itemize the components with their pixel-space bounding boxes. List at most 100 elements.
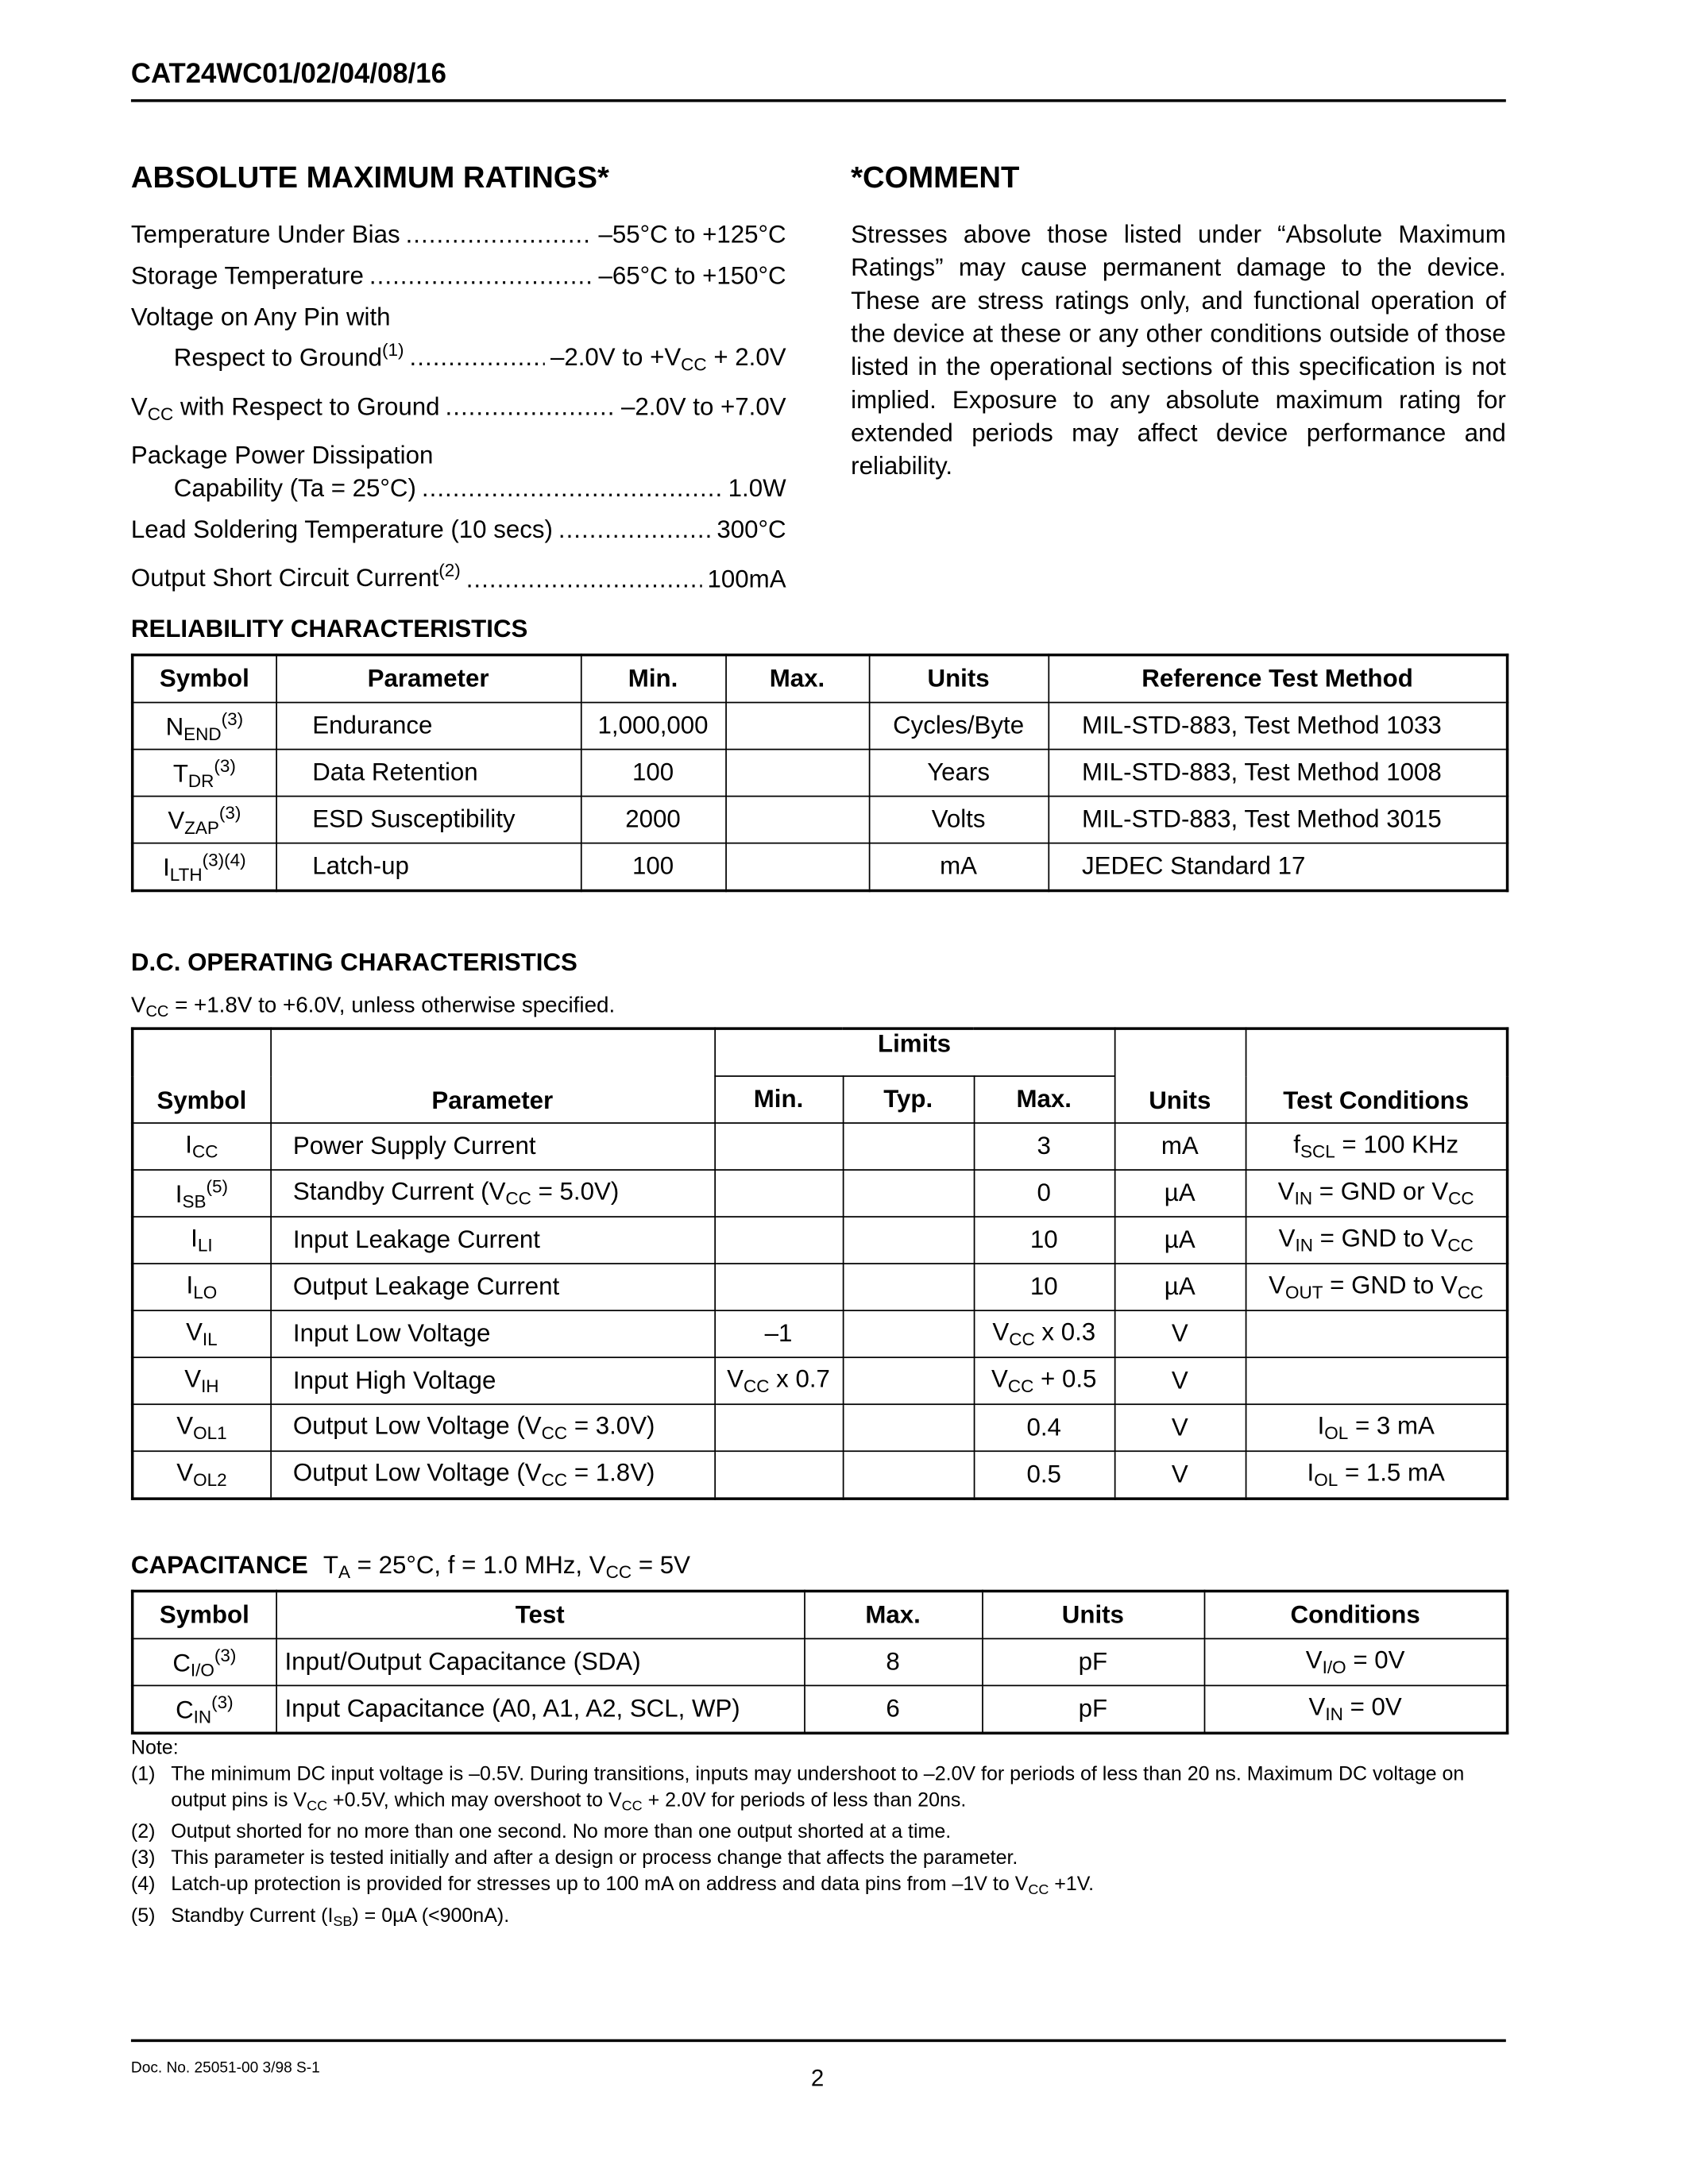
subscript: CC (1457, 1282, 1484, 1303)
header-rule (130, 98, 1506, 102)
text-segment: 8 (886, 1647, 900, 1676)
column-header: Test Conditions (1244, 1028, 1508, 1124)
rating-value: 100mA (708, 561, 786, 595)
table-cell: VIN = GND or VCC (1244, 1169, 1508, 1217)
dot-leader (466, 561, 702, 595)
table-cell (841, 1403, 975, 1453)
table-row: NEND(3) Endurance 1,000,000 Cycles/Byte MIL-… (131, 701, 1508, 751)
text-segment: T (172, 759, 188, 787)
rating-label: Output Short Circuit Current(2) (131, 555, 461, 596)
text-segment: V (1171, 1366, 1188, 1395)
table-cell: pF (981, 1638, 1205, 1687)
table-cell: VIH (131, 1356, 272, 1406)
subscript: I/O (190, 1659, 214, 1680)
rating-item: Temperature Under Bias –55°C to +125°C (131, 218, 786, 251)
text-segment: Storage Temperature (130, 261, 364, 290)
table-cell: VIN = 0V (1203, 1684, 1508, 1734)
table-cell: 0.4 (972, 1403, 1115, 1453)
subscript: LI (197, 1235, 213, 1256)
table-cell: VOL1 (131, 1403, 272, 1453)
text-segment: MIL-STD-883, Test Method 1033 (1081, 711, 1442, 739)
text-segment: JEDEC Standard 17 (1081, 851, 1306, 880)
table-cell (724, 842, 870, 892)
subscript: LO (193, 1282, 218, 1303)
subscript: IN (1295, 1235, 1313, 1256)
table-cell: V (1113, 1403, 1246, 1453)
text-segment: V (168, 806, 185, 834)
column-header: Min. (713, 1075, 844, 1124)
column-header: Max. (803, 1590, 983, 1640)
text-segment: pF (1078, 1647, 1108, 1676)
text-segment: µA (1164, 1225, 1196, 1254)
text-segment: = 100 KHz (1335, 1130, 1459, 1159)
table-cell: Power Supply Current (269, 1122, 716, 1171)
dot-leader (369, 259, 593, 292)
notes: Note: (1) The minimum DC input voltage is… (131, 1736, 1510, 1935)
subscript: CC (145, 1004, 169, 1021)
text-segment: I (186, 1271, 194, 1299)
table-cell: 3 (972, 1122, 1115, 1171)
note-text: The minimum DC input voltage is –0.5V. D… (171, 1762, 1510, 1820)
text-segment: + 0.5 (1033, 1365, 1097, 1393)
note-text: This parameter is tested initially and a… (171, 1846, 1510, 1872)
text-segment: Latch-up protection is provided for stre… (171, 1873, 1029, 1896)
table-cell: Input Low Voltage (269, 1310, 716, 1359)
table-row: ICC Power Supply Current 3 mA fSCL = 100 KHz (131, 1122, 1508, 1171)
reliability-table: Symbol Parameter Min. Max. Units Reference Te… (130, 653, 1509, 893)
text-segment: 1.0W (728, 474, 786, 503)
table-cell: 100 (580, 748, 727, 797)
superscript: (3)(4) (202, 848, 246, 870)
table-cell: Cycles/Byte (867, 701, 1049, 751)
rating-label: Package Power Dissipation (130, 442, 434, 469)
table-row: TDR(3) Data Retention 100 Years MIL-STD-883,… (131, 748, 1508, 797)
subscript: CC (541, 1469, 568, 1491)
table-row: VIH Input High Voltage VCC x 0.7 VCC + 0.5 V (131, 1356, 1508, 1406)
text-segment: V (1305, 1646, 1323, 1674)
note-text: Output shorted for no more than one seco… (171, 1819, 1510, 1846)
rating-row: Lead Soldering Temperature (10 secs) 300°… (131, 513, 786, 546)
text-segment: 0.4 (1026, 1413, 1061, 1441)
table-cell: Output Low Voltage (VCC = 1.8V) (269, 1450, 716, 1499)
column-header: Conditions (1203, 1590, 1508, 1640)
text-segment: T (323, 1551, 338, 1579)
document-title: CAT24WC01/02/04/08/16 (130, 59, 446, 90)
subscript: CC (147, 403, 174, 424)
text-segment: with Respect to Ground (173, 392, 440, 421)
section-heading: ABSOLUTE MAXIMUM RATINGS* (130, 160, 609, 195)
text-segment: Lead Soldering Temperature (10 secs) (130, 515, 553, 544)
superscript: (1) (382, 339, 404, 361)
text-segment: Output shorted for no more than one seco… (171, 1821, 952, 1843)
note-number: (4) (130, 1873, 156, 1896)
superscript: (3) (218, 801, 241, 823)
rating-value: –55°C to +125°C (598, 218, 786, 251)
subscript: CC (1009, 1329, 1035, 1350)
text-segment: V (1278, 1224, 1296, 1252)
text-segment: Input Leakage Current (292, 1225, 540, 1254)
table-cell: 8 (803, 1638, 983, 1687)
table-cell: Output Low Voltage (VCC = 3.0V) (269, 1403, 716, 1453)
text-segment: I (191, 1224, 198, 1252)
table-cell: µA (1113, 1169, 1246, 1217)
note-number: (3) (130, 1847, 156, 1870)
text-segment: = 5V (632, 1551, 690, 1579)
column-header: Symbol (131, 1590, 277, 1640)
text-segment: I (175, 1179, 183, 1208)
text-segment: Data Retention (312, 758, 478, 786)
text-segment: µA (1164, 1272, 1196, 1301)
rating-item: Output Short Circuit Current(2) 100mA (131, 555, 786, 596)
rating-label: Respect to Ground(1) (174, 334, 404, 374)
table-cell: V (1113, 1450, 1246, 1499)
rating-item: Voltage on Any Pin with Respect to Ground… (131, 300, 786, 381)
text-segment: Standby Current (I (171, 1904, 334, 1927)
table-cell: Input Capacitance (A0, A1, A2, SCL, WP) (275, 1684, 805, 1734)
note-item: (4) Latch-up protection is provided for s… (131, 1872, 1510, 1904)
table-cell (713, 1263, 844, 1312)
dot-leader (406, 218, 593, 251)
table-row: ILI Input Leakage Current 10 µA VIN = GND to… (131, 1216, 1508, 1265)
comment-text: Stresses above those listed under “Absol… (851, 220, 1506, 480)
column-header: Symbol (131, 654, 277, 704)
table-cell (724, 748, 870, 797)
table-cell (1244, 1310, 1508, 1359)
table-cell: MIL-STD-883, Test Method 1008 (1047, 748, 1508, 797)
